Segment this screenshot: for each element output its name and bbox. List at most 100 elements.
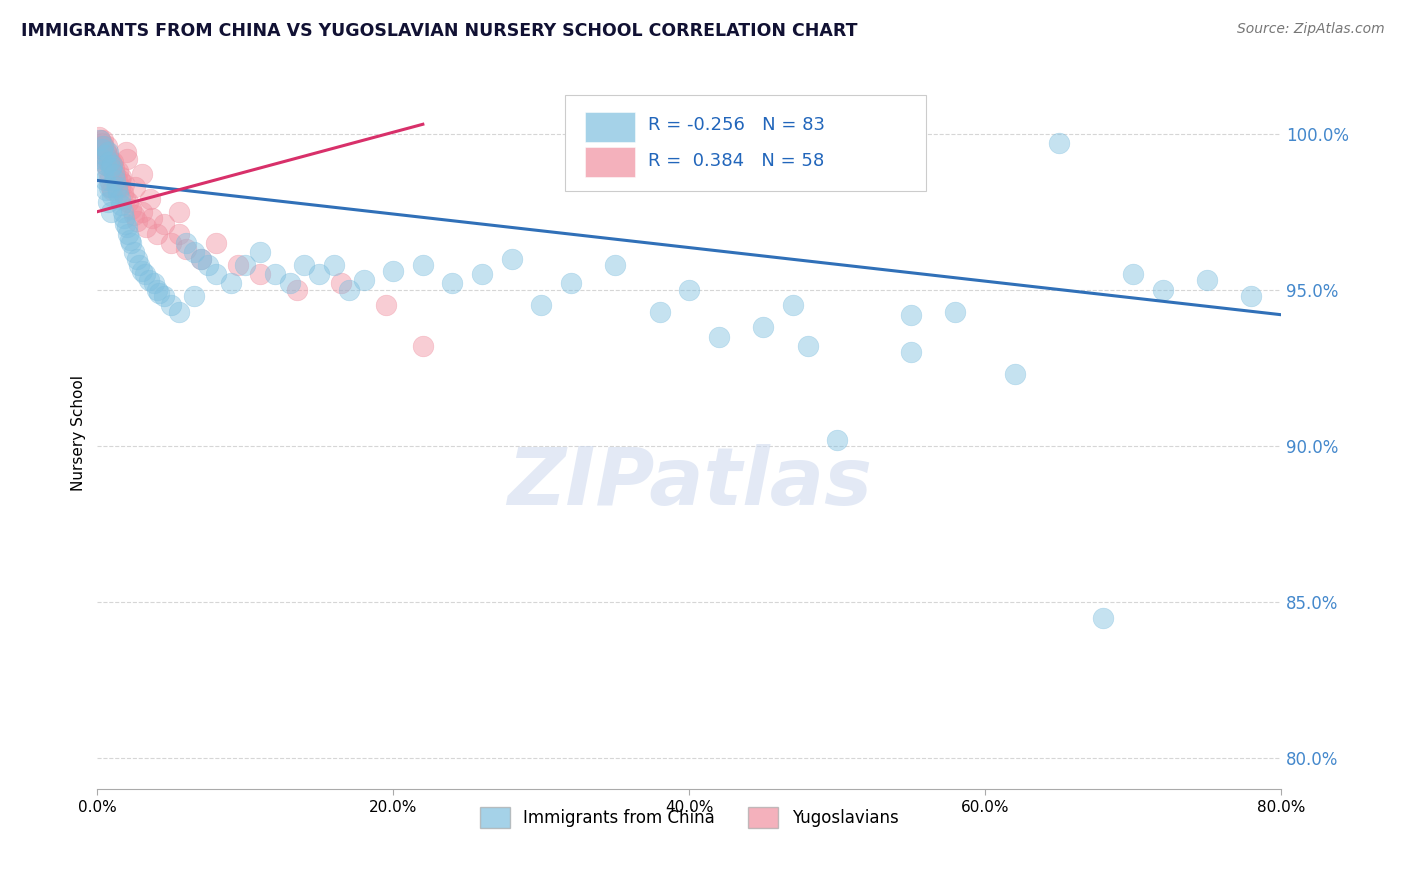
- Point: [183, 245, 205, 260]
- Point: [105, 173, 128, 187]
- Point: [264, 267, 287, 281]
- Point: [114, 192, 136, 206]
- Point: [142, 277, 165, 291]
- Point: [330, 277, 353, 291]
- Point: [128, 258, 150, 272]
- Point: [945, 304, 967, 318]
- Point: [112, 211, 135, 225]
- Point: [89, 133, 111, 147]
- Point: [134, 267, 156, 281]
- Point: [249, 267, 271, 281]
- Point: [1122, 267, 1144, 281]
- Y-axis label: Nursery School: Nursery School: [72, 376, 86, 491]
- Point: [153, 217, 176, 231]
- Point: [204, 267, 226, 281]
- Point: [160, 235, 183, 250]
- Point: [117, 227, 139, 241]
- Point: [323, 258, 346, 272]
- Point: [115, 152, 138, 166]
- Point: [139, 192, 162, 206]
- Point: [1004, 367, 1026, 381]
- Point: [141, 211, 163, 225]
- Point: [678, 283, 700, 297]
- Point: [308, 267, 330, 281]
- Point: [98, 152, 121, 166]
- Point: [148, 285, 170, 300]
- Point: [117, 195, 139, 210]
- Point: [101, 158, 124, 172]
- Point: [190, 252, 212, 266]
- Point: [91, 164, 114, 178]
- Point: [97, 164, 120, 178]
- Point: [96, 145, 118, 160]
- Point: [97, 148, 120, 162]
- Point: [101, 189, 124, 203]
- Point: [91, 148, 114, 162]
- Point: [167, 227, 190, 241]
- Point: [752, 320, 775, 334]
- Text: R =  0.384   N = 58: R = 0.384 N = 58: [648, 152, 824, 169]
- Point: [90, 136, 112, 150]
- Point: [89, 139, 111, 153]
- FancyBboxPatch shape: [565, 95, 927, 191]
- Point: [107, 186, 129, 200]
- Point: [174, 235, 197, 250]
- Point: [707, 329, 730, 343]
- Point: [103, 167, 125, 181]
- Point: [90, 142, 112, 156]
- Point: [111, 186, 134, 200]
- Point: [124, 245, 146, 260]
- Point: [1240, 289, 1263, 303]
- Point: [98, 173, 121, 187]
- Point: [249, 245, 271, 260]
- Point: [131, 264, 153, 278]
- Point: [353, 273, 375, 287]
- Point: [120, 235, 142, 250]
- Point: [100, 179, 122, 194]
- Point: [900, 308, 922, 322]
- Text: ZIPatlas: ZIPatlas: [506, 444, 872, 522]
- Point: [471, 267, 494, 281]
- Point: [145, 283, 167, 297]
- Point: [648, 304, 671, 318]
- Point: [98, 154, 121, 169]
- Point: [91, 133, 114, 147]
- Point: [900, 345, 922, 359]
- Bar: [585, 147, 634, 178]
- Point: [138, 273, 160, 287]
- Point: [90, 152, 112, 166]
- Point: [87, 129, 110, 144]
- Point: [204, 235, 226, 250]
- Point: [103, 161, 125, 175]
- Point: [796, 339, 818, 353]
- Point: [94, 152, 117, 166]
- Text: Source: ZipAtlas.com: Source: ZipAtlas.com: [1237, 22, 1385, 37]
- Point: [118, 233, 141, 247]
- Point: [219, 277, 242, 291]
- Point: [97, 145, 120, 160]
- Point: [1195, 273, 1218, 287]
- Point: [190, 252, 212, 266]
- Point: [530, 298, 553, 312]
- Point: [101, 158, 124, 172]
- Point: [135, 220, 157, 235]
- Point: [108, 179, 131, 194]
- Point: [1047, 136, 1070, 150]
- Point: [96, 183, 118, 197]
- Point: [167, 204, 190, 219]
- Point: [560, 277, 582, 291]
- Point: [412, 258, 434, 272]
- Point: [112, 177, 135, 191]
- Point: [101, 183, 124, 197]
- Point: [96, 139, 118, 153]
- Point: [100, 204, 122, 219]
- Point: [441, 277, 464, 291]
- Point: [120, 202, 142, 216]
- Point: [104, 173, 127, 187]
- Point: [110, 173, 132, 187]
- Point: [1152, 283, 1174, 297]
- Point: [183, 289, 205, 303]
- Point: [91, 139, 114, 153]
- Point: [197, 258, 219, 272]
- Text: IMMIGRANTS FROM CHINA VS YUGOSLAVIAN NURSERY SCHOOL CORRELATION CHART: IMMIGRANTS FROM CHINA VS YUGOSLAVIAN NUR…: [21, 22, 858, 40]
